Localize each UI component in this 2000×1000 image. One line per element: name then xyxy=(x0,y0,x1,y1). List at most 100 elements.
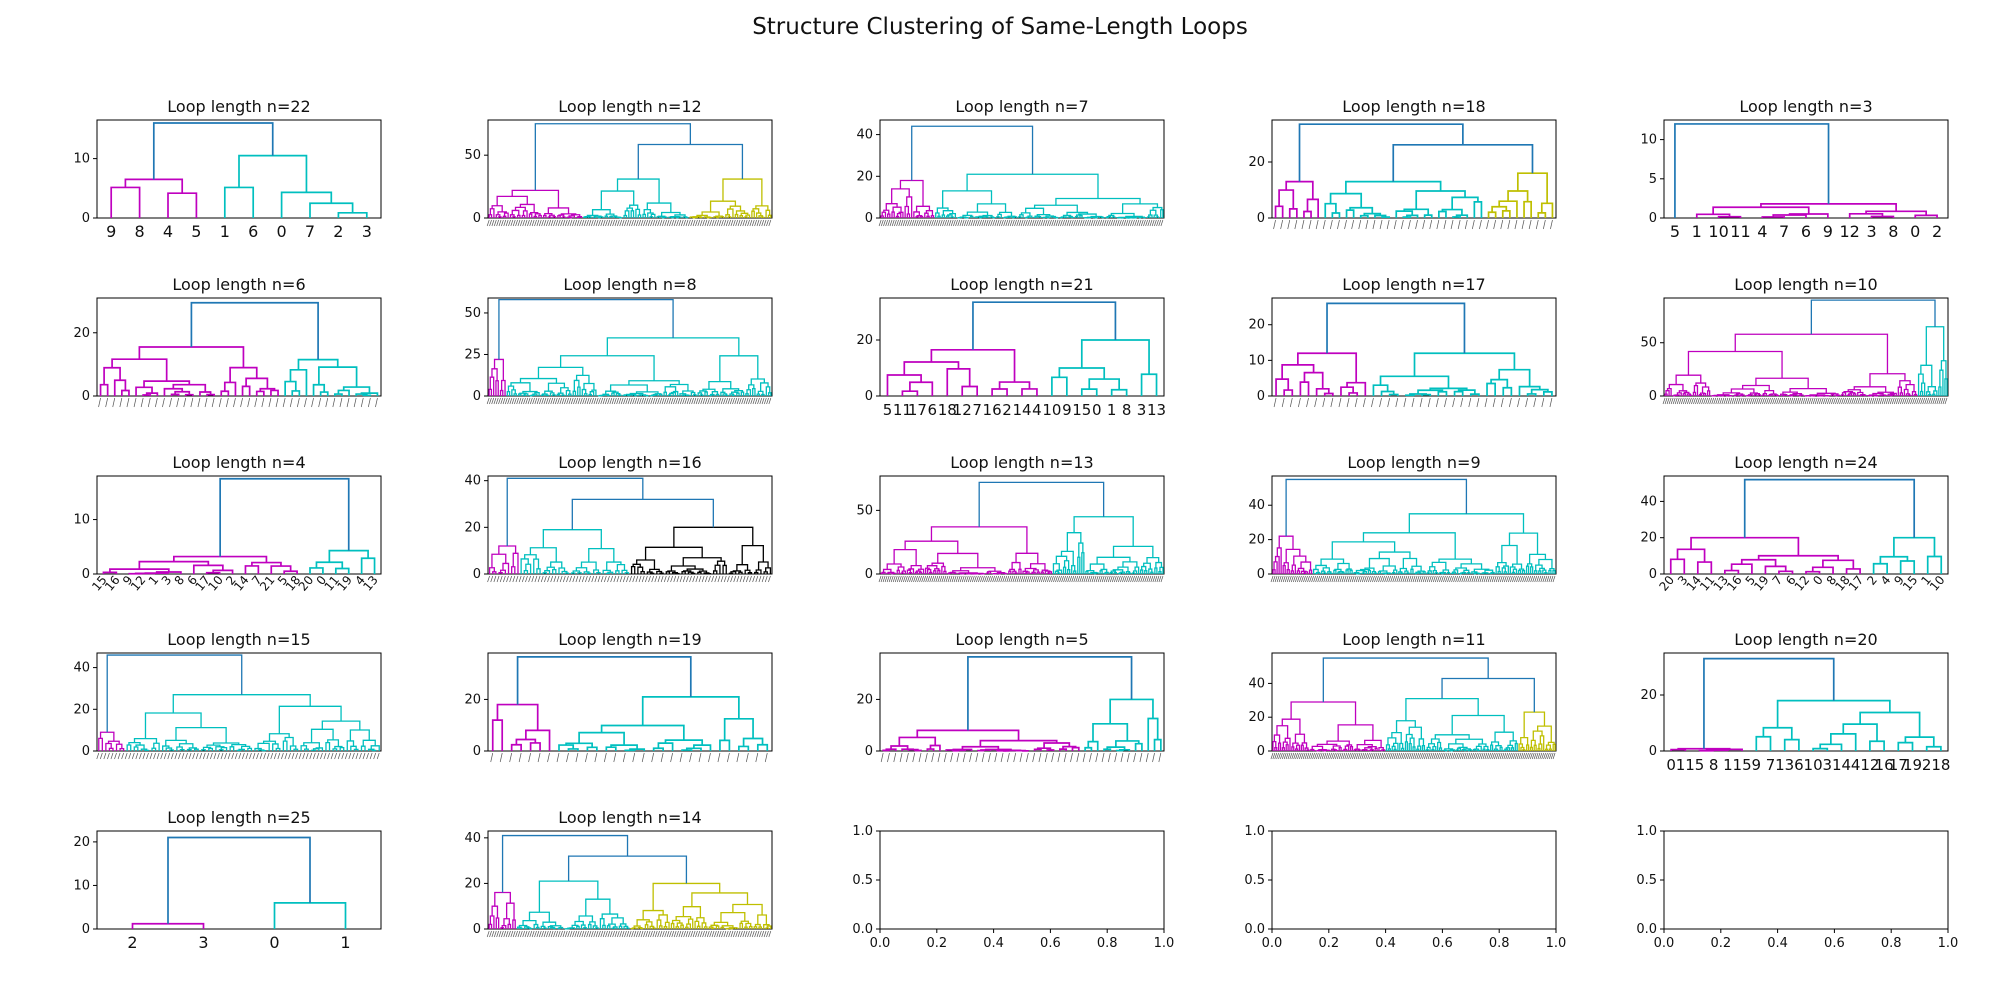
dendrogram-link xyxy=(1426,572,1430,574)
leaf-tick xyxy=(750,397,754,405)
leaf-tick xyxy=(510,219,514,227)
leaf-tick xyxy=(704,397,708,405)
leaf-tick xyxy=(1079,575,1083,583)
leaf-tick xyxy=(721,219,724,227)
leaf-tick xyxy=(1457,219,1461,230)
leaf-tick xyxy=(1790,397,1794,405)
leaf-label: 11 xyxy=(1730,222,1750,241)
dendrogram-link xyxy=(642,213,647,218)
leaf-tick xyxy=(607,397,610,405)
leaf-label: 7 xyxy=(972,401,982,419)
leaf-label: 18 xyxy=(938,401,957,419)
leaf-tick xyxy=(548,930,552,938)
dendrogram-link xyxy=(1724,569,1740,574)
dendrogram-link xyxy=(1503,749,1507,752)
leaf-tick xyxy=(1101,575,1105,583)
leaf-tick xyxy=(1422,752,1425,760)
dendrogram-link xyxy=(681,749,693,751)
leaf-tick xyxy=(745,397,749,405)
dendrogram-link xyxy=(1490,744,1494,751)
leaf-tick xyxy=(245,752,249,760)
dendrogram-link xyxy=(1112,545,1154,558)
leaf-tick xyxy=(661,397,665,405)
leaf-tick xyxy=(623,397,626,405)
dendrogram-link xyxy=(1060,216,1067,218)
leaf-tick xyxy=(736,397,740,405)
leaf-label: 21 xyxy=(257,573,278,594)
dendrogram-link xyxy=(1540,202,1554,218)
dendrogram-link xyxy=(536,568,541,574)
dendrogram-link xyxy=(1361,572,1365,574)
dendrogram-link xyxy=(529,742,541,751)
dendrogram-link xyxy=(518,393,522,396)
dendrogram-link xyxy=(952,570,970,573)
dendrogram-link xyxy=(1442,749,1447,751)
leaf-tick xyxy=(744,930,748,938)
leaf-tick xyxy=(524,219,528,227)
dendrogram-link xyxy=(708,394,713,397)
leaf-tick xyxy=(651,752,655,763)
leaf-tick xyxy=(550,397,554,405)
leaf-tick xyxy=(659,397,663,405)
y-tick-label: 0.5 xyxy=(852,873,873,888)
y-tick-label: 50 xyxy=(464,306,481,321)
dendrogram-link xyxy=(682,390,694,394)
dendrogram-link xyxy=(760,216,765,218)
dendrogram-link xyxy=(914,571,919,574)
dendrogram-link xyxy=(947,214,953,217)
leaf-tick xyxy=(1843,397,1846,405)
leaf-tick xyxy=(1297,575,1300,583)
leaf-tick xyxy=(1924,397,1928,405)
leaf-tick xyxy=(759,397,763,405)
leaf-tick xyxy=(1786,397,1790,405)
dendrogram-link xyxy=(615,570,620,574)
dendrogram-link xyxy=(544,570,551,574)
dendrogram-link xyxy=(670,922,675,929)
leaf-tick xyxy=(131,752,135,760)
leaf-tick xyxy=(1533,752,1537,760)
leaf-tick xyxy=(612,219,615,227)
leaf-tick xyxy=(508,930,511,938)
x-tick-label: 1.0 xyxy=(1546,936,1567,951)
leaf-tick xyxy=(992,219,996,227)
dendrogram-link xyxy=(680,924,684,929)
dendrogram-top-link xyxy=(501,834,629,893)
dendrogram-link xyxy=(102,571,118,574)
dendrogram-link xyxy=(1887,393,1894,396)
y-tick-label: 0 xyxy=(1257,567,1265,582)
leaf-label: 16 xyxy=(983,401,1002,419)
axes-frame xyxy=(1271,830,1557,930)
leaf-tick xyxy=(531,575,535,583)
leaf-tick xyxy=(1544,575,1548,583)
x-tick-label: 0.6 xyxy=(1824,936,1845,951)
leaf-tick xyxy=(1857,397,1861,405)
leaf-tick xyxy=(1897,397,1901,405)
leaf-tick xyxy=(126,397,130,408)
leaf-label: 5 xyxy=(883,401,893,419)
leaf-tick xyxy=(1278,752,1281,760)
leaf-tick xyxy=(994,752,998,763)
dendrogram-link xyxy=(1051,376,1068,396)
dendrogram-link xyxy=(1143,562,1151,570)
leaf-tick xyxy=(590,219,594,227)
leaf-tick xyxy=(593,219,597,227)
leaf-tick xyxy=(1546,575,1550,583)
leaf-tick xyxy=(1289,752,1293,760)
dendrogram-link xyxy=(1154,567,1158,574)
dendrogram-link xyxy=(1507,190,1529,202)
dendrogram-link xyxy=(703,572,710,574)
leaf-tick xyxy=(562,575,566,583)
dendrogram-link xyxy=(1939,369,1944,396)
leaf-tick xyxy=(1142,575,1146,583)
leaf-tick xyxy=(332,397,336,408)
axes-frame xyxy=(96,652,382,752)
x-tick-label: 0.2 xyxy=(1318,936,1339,951)
leaf-tick xyxy=(1045,575,1048,583)
leaf-tick xyxy=(585,575,588,583)
dendrogram-link xyxy=(1740,558,1777,567)
leaf-tick xyxy=(986,575,989,583)
leaf-tick xyxy=(1103,219,1107,227)
leaf-tick xyxy=(1031,219,1035,227)
